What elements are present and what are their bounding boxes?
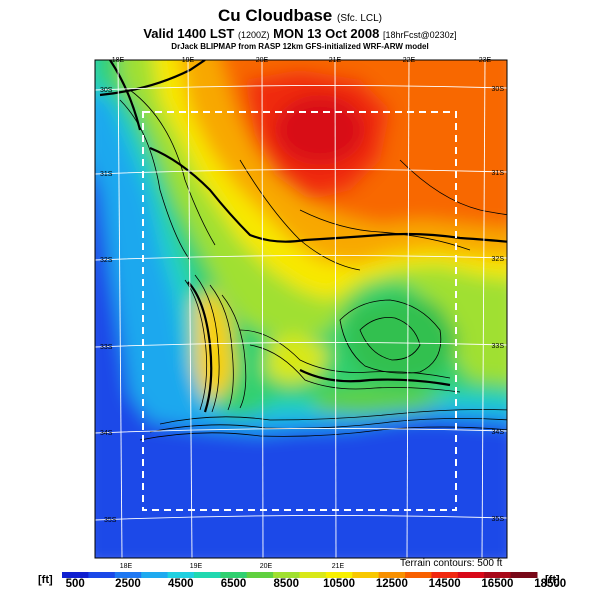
colorbar-label: 14500 (428, 578, 461, 590)
lon-label-top: 23E (479, 57, 492, 64)
colorbar-label: 8500 (273, 578, 300, 590)
lon-label-top: 19E (182, 57, 195, 64)
colorbar-swatch (457, 572, 485, 578)
colorbar-swatch (352, 572, 380, 578)
lat-label-left: 34S (100, 430, 113, 437)
terrain-contours (119, 89, 507, 441)
lat-label-right: 34S (492, 429, 505, 436)
lat-label-right: 30S (492, 86, 505, 93)
lon-label-top: 18E (112, 57, 125, 64)
colorbar-unit-left: [ft] (38, 574, 53, 586)
inner-domain-box (142, 111, 457, 511)
colorbar-swatch (484, 572, 512, 578)
colorbar-swatch (246, 572, 274, 578)
colorbar-swatch (273, 572, 300, 578)
colorbar-swatch (431, 572, 459, 578)
terrain-contour-note: Terrain contours: 500 ft (400, 558, 503, 569)
valid-code: (1200Z) (238, 30, 270, 40)
bold-contours (99, 60, 507, 413)
title-suffix: (Sfc. LCL) (337, 13, 383, 24)
colorbar (62, 572, 538, 578)
plot-frame (94, 59, 508, 559)
color-field (95, 60, 507, 558)
lat-label-right: 32S (492, 256, 505, 263)
colorbar-swatch (325, 572, 353, 578)
lon-label-top: 21E (329, 57, 342, 64)
lon-label-top: 20E (256, 57, 269, 64)
colorbar-swatch (405, 572, 432, 578)
lat-label-right: 33S (492, 343, 505, 350)
colorbar-label: 4500 (167, 578, 194, 590)
colorbar-label: 500 (65, 578, 85, 590)
lat-label-left: 35S (104, 517, 117, 524)
colorbar-label: 6500 (220, 578, 247, 590)
colorbar-swatch (114, 572, 142, 578)
colorbar-swatch (62, 572, 89, 578)
lat-label-left: 30S (100, 87, 113, 94)
colorbar-label: 2500 (115, 578, 141, 590)
lon-label-top: 22E (403, 57, 416, 64)
colorbar-swatch (141, 572, 169, 578)
lat-lon-grid (95, 60, 507, 558)
colorbar-swatch (88, 572, 116, 578)
colorbar-unit-right: [ft] (545, 574, 560, 586)
valid-main: Valid 1400 LST (143, 26, 235, 41)
lon-label-bottom: 18E (120, 563, 133, 570)
lat-label-left: 32S (100, 257, 113, 264)
map-subtitle: DrJack BLIPMAP from RASP 12km GFS-initia… (171, 42, 429, 51)
colorbar-label: 12500 (375, 578, 408, 590)
valid-forecast: [18hrFcst@0230z] (382, 30, 457, 40)
colorbar-label: 16500 (481, 578, 514, 590)
lon-label-bottom: 20E (260, 563, 273, 570)
valid-time: Valid 1400 LST (1200Z) MON 13 Oct 2008 [… (0, 26, 600, 41)
lat-label-left: 33S (100, 344, 113, 351)
colorbar-label: 18500 (534, 578, 567, 590)
colorbar-swatch (167, 572, 195, 578)
valid-date: MON 13 Oct 2008 (273, 26, 380, 41)
lat-label-left: 31S (100, 171, 113, 178)
colorbar-swatch (193, 572, 221, 578)
colorbar-swatch (220, 572, 248, 578)
lon-label-bottom: 19E (190, 563, 203, 570)
axis-labels: 18E 19E 20E 21E 22E 23E 18E 19E 20E 21E … (100, 57, 504, 570)
colorbar-swatch (378, 572, 406, 578)
lon-label-bottom: 21E (332, 563, 345, 570)
title-text: Cu Cloudbase (217, 6, 333, 25)
colorbar-swatch (299, 572, 327, 578)
lat-label-right: 31S (492, 170, 505, 177)
lat-label-right: 35S (492, 516, 505, 523)
colorbar-swatch (510, 572, 538, 578)
map-title: Cu Cloudbase (Sfc. LCL) (0, 6, 600, 26)
colorbar-label: 10500 (323, 578, 356, 590)
